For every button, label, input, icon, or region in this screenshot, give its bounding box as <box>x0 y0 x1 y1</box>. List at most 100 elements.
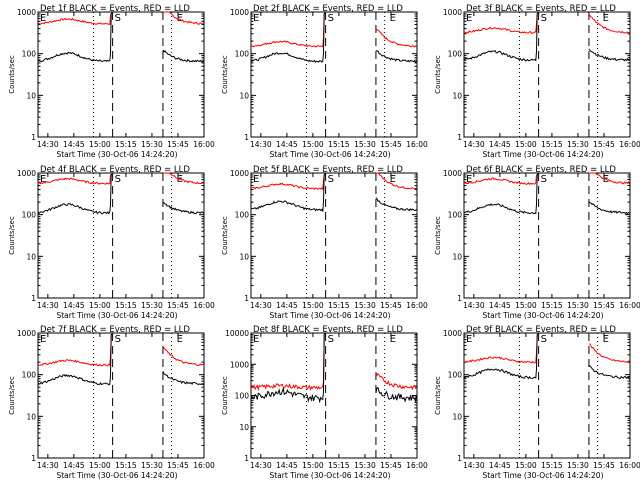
y-tick-label: 100 <box>22 211 37 220</box>
marker-s: S <box>328 334 334 345</box>
marker-e-right: E <box>390 13 396 24</box>
marker-e-right: E <box>603 13 609 24</box>
y-tick-label: 10 <box>26 91 36 100</box>
lld-series-line <box>375 172 417 190</box>
events-series-line <box>162 371 204 386</box>
x-tick-label: 15:15 <box>115 140 137 149</box>
x-tick-label: 15:45 <box>593 301 615 310</box>
x-tick-label: 14:30 <box>463 461 485 470</box>
x-axis-label: Start Time (30-Oct-06 14:24:20) <box>269 150 390 159</box>
x-tick-label: 16:00 <box>193 140 215 149</box>
marker-e-left: E <box>466 13 472 24</box>
y-tick-label: 100 <box>235 211 250 220</box>
marker-e-left: E <box>253 174 259 185</box>
lld-series-line <box>162 11 204 25</box>
y-tick-label: 1 <box>457 454 462 463</box>
x-tick-label: 16:00 <box>619 461 640 470</box>
y-tick-label: 1000 <box>17 169 36 178</box>
x-axis-label: Start Time (30-Oct-06 14:24:20) <box>482 471 603 480</box>
x-tick-label: 15:00 <box>302 140 324 149</box>
y-tick-label: 100 <box>448 371 463 380</box>
x-tick-label: 15:00 <box>89 301 111 310</box>
x-tick-label: 14:45 <box>489 140 511 149</box>
x-tick-label: 15:45 <box>380 301 402 310</box>
x-tick-label: 15:30 <box>354 140 376 149</box>
plot-frame <box>463 11 631 138</box>
y-tick-label: 1 <box>244 454 249 463</box>
marker-s: S <box>541 174 547 185</box>
marker-s: S <box>328 13 334 24</box>
x-tick-label: 16:00 <box>193 461 215 470</box>
panel-title: Det 6f BLACK = Events, RED = LLD <box>466 165 616 175</box>
y-axis-label: Counts/sec <box>8 376 16 415</box>
lld-series-line <box>250 11 327 48</box>
events-series-line <box>375 197 417 212</box>
x-tick-label: 15:30 <box>354 301 376 310</box>
x-tick-label: 15:00 <box>89 461 111 470</box>
x-tick-label: 15:00 <box>302 301 324 310</box>
plot-frame <box>37 11 205 138</box>
x-tick-label: 16:00 <box>406 301 428 310</box>
x-tick-label: 15:15 <box>115 461 137 470</box>
lld-series-line <box>463 11 540 35</box>
x-tick-label: 15:45 <box>380 461 402 470</box>
panel-5: Det 5f BLACK = Events, RED = LLD 1 10 100 10… <box>221 165 428 320</box>
y-axis-label: Counts/sec <box>221 216 229 255</box>
events-series-line <box>463 172 540 215</box>
lld-series-line <box>37 172 114 185</box>
y-tick-label: 1 <box>244 133 249 142</box>
marker-s: S <box>115 334 121 345</box>
plot-frame <box>463 172 631 299</box>
x-tick-label: 16:00 <box>619 301 640 310</box>
x-axis-label: Start Time (30-Oct-06 14:24:20) <box>482 150 603 159</box>
x-tick-label: 16:00 <box>619 140 640 149</box>
y-axis-label: Counts/sec <box>8 216 16 255</box>
y-axis-label: Counts/sec <box>434 216 442 255</box>
x-tick-label: 15:30 <box>354 461 376 470</box>
panel-title: Det 8f BLACK = Events, RED = LLD <box>253 325 403 335</box>
y-tick-label: 10 <box>239 252 249 261</box>
events-series-line <box>37 172 114 215</box>
panel-8: Det 8f BLACK = Events, RED = LLD 1 10 100 10… <box>221 325 428 480</box>
lld-series-line <box>162 345 204 366</box>
x-axis-label: Start Time (30-Oct-06 14:24:20) <box>269 311 390 320</box>
x-tick-label: 14:45 <box>489 301 511 310</box>
plot-frame <box>250 172 418 299</box>
marker-e-right: E <box>177 13 183 24</box>
lld-series-line <box>250 172 327 191</box>
marker-e-right: E <box>390 334 396 345</box>
panel-1: Det 1f BLACK = Events, RED = LLD 1 10 100 10… <box>8 4 215 159</box>
marker-s: S <box>115 174 121 185</box>
y-tick-label: 10 <box>26 252 36 261</box>
x-tick-label: 15:15 <box>328 461 350 470</box>
x-tick-label: 15:15 <box>115 301 137 310</box>
y-tick-label: 1000 <box>443 329 462 338</box>
y-tick-label: 1000 <box>17 329 36 338</box>
x-tick-label: 15:45 <box>593 461 615 470</box>
events-series-line <box>250 332 326 404</box>
x-tick-label: 15:30 <box>567 301 589 310</box>
x-tick-label: 16:00 <box>193 301 215 310</box>
x-tick-label: 15:45 <box>167 301 189 310</box>
events-series-line <box>375 50 417 63</box>
x-tick-label: 14:30 <box>250 301 272 310</box>
x-tick-label: 15:30 <box>141 461 163 470</box>
marker-e-right: E <box>390 174 396 185</box>
panel-6: Det 6f BLACK = Events, RED = LLD 1 10 100 10… <box>434 165 640 320</box>
y-tick-label: 10000 <box>225 329 249 338</box>
y-tick-label: 1 <box>31 454 36 463</box>
y-tick-label: 100 <box>448 211 463 220</box>
y-tick-label: 1 <box>457 294 462 303</box>
lld-series-line <box>588 343 630 363</box>
y-tick-label: 10 <box>26 412 36 421</box>
x-tick-label: 14:30 <box>37 301 59 310</box>
events-series-line <box>463 332 540 380</box>
x-tick-label: 15:00 <box>515 140 537 149</box>
y-tick-label: 10 <box>452 412 462 421</box>
y-tick-label: 1000 <box>230 8 249 17</box>
x-tick-label: 16:00 <box>406 140 428 149</box>
x-tick-label: 14:45 <box>489 461 511 470</box>
x-tick-label: 14:30 <box>250 140 272 149</box>
marker-e-left: E <box>466 334 472 345</box>
x-tick-label: 15:00 <box>515 301 537 310</box>
